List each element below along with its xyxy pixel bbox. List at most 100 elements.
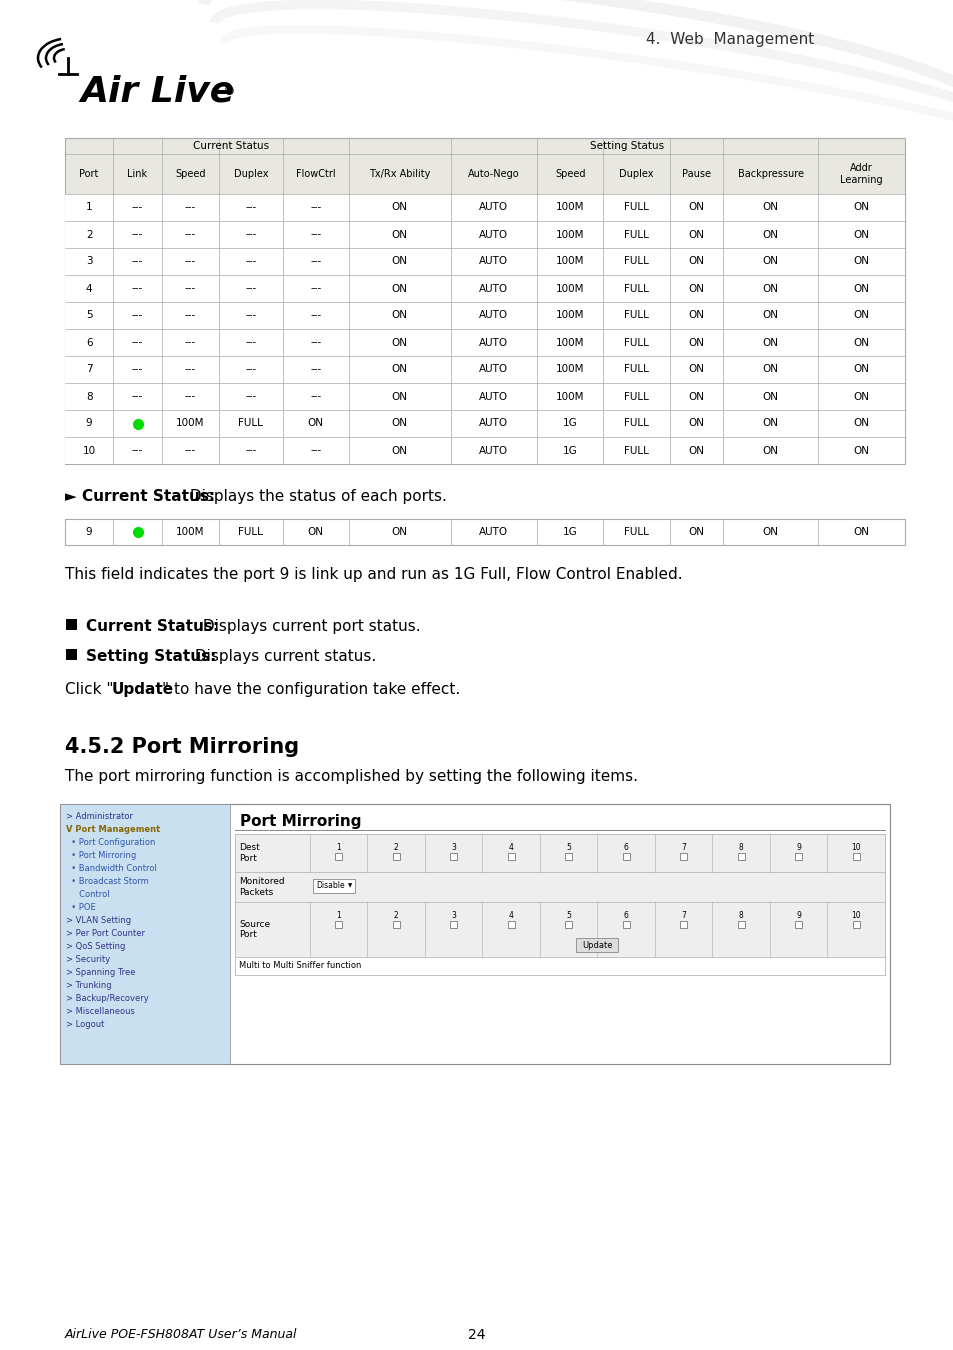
Text: Backpressure: Backpressure [737,169,802,180]
Text: FULL: FULL [623,338,648,347]
Text: 8: 8 [86,392,92,401]
Text: Click ": Click " [65,682,113,697]
Text: ON: ON [392,284,407,293]
Text: > Miscellaneous: > Miscellaneous [66,1007,134,1017]
Text: FULL: FULL [238,526,263,537]
Text: ---: --- [132,202,143,212]
Bar [65,329,904,356]
Text: ---: --- [310,256,321,266]
Text: FULL: FULL [623,526,648,537]
Text: ON: ON [853,310,869,320]
Text: Disable: Disable [315,882,344,891]
Text: ---: --- [245,230,256,239]
Text: Monitored
Packets: Monitored Packets [239,878,284,896]
Text: AUTO: AUTO [478,230,508,239]
Text: 2: 2 [394,842,398,852]
Text: AUTO: AUTO [478,310,508,320]
Text: Pause: Pause [681,169,710,180]
Text: Dest
Port: Dest Port [239,844,259,863]
Text: 8: 8 [739,911,742,919]
Text: FULL: FULL [623,446,648,455]
Bar [65,138,904,464]
Text: 100M: 100M [556,364,584,374]
Text: ---: --- [132,284,143,293]
Text: Link: Link [128,169,148,180]
Text: ---: --- [245,392,256,401]
Text: ---: --- [185,338,195,347]
Text: 100M: 100M [556,392,584,401]
Text: 10: 10 [83,446,95,455]
Text: > VLAN Setting: > VLAN Setting [66,917,131,925]
Bar [65,437,904,464]
Text: 1G: 1G [562,446,578,455]
Text: ---: --- [132,338,143,347]
Bar [234,834,884,975]
Text: 3: 3 [451,911,456,919]
Text: Tx/Rx Ability: Tx/Rx Ability [369,169,430,180]
Text: 1: 1 [336,842,341,852]
Text: AUTO: AUTO [478,418,508,428]
Text: ---: --- [310,392,321,401]
Text: ON: ON [392,256,407,266]
Text: 5: 5 [566,842,571,852]
Text: ON: ON [392,446,407,455]
Text: ON: ON [853,202,869,212]
Text: ---: --- [132,446,143,455]
Bar [852,852,859,860]
Text: ---: --- [310,338,321,347]
Text: 100M: 100M [556,338,584,347]
Text: ---: --- [185,392,195,401]
Bar [234,957,884,975]
Text: Setting Status:: Setting Status: [86,649,216,664]
Text: ---: --- [185,284,195,293]
Text: AUTO: AUTO [478,526,508,537]
Text: • Bandwidth Control: • Bandwidth Control [66,864,156,873]
Text: ON: ON [762,526,778,537]
Text: Displays current port status.: Displays current port status. [198,620,420,634]
Text: ▼: ▼ [348,883,352,888]
Text: AUTO: AUTO [478,256,508,266]
Text: • Port Configuration: • Port Configuration [66,838,155,846]
Text: ON: ON [853,230,869,239]
Bar [393,921,399,927]
Text: ON: ON [392,418,407,428]
Text: 1: 1 [86,202,92,212]
Text: ---: --- [245,284,256,293]
Bar [65,302,904,329]
Text: ---: --- [310,202,321,212]
Text: • Port Mirroring: • Port Mirroring [66,850,136,860]
Bar [60,805,889,1064]
Text: Duplex: Duplex [233,169,268,180]
Text: ON: ON [853,526,869,537]
Text: 100M: 100M [556,310,584,320]
Text: ON: ON [392,230,407,239]
Text: AUTO: AUTO [478,284,508,293]
Text: > QoS Setting: > QoS Setting [66,942,125,950]
Text: 1G: 1G [562,418,578,428]
Text: ON: ON [687,256,703,266]
Text: > Trunking: > Trunking [66,981,112,990]
Text: Current Status:: Current Status: [82,489,214,504]
Text: ---: --- [185,310,195,320]
Text: 9: 9 [796,911,801,919]
Bar [65,518,904,545]
Text: Auto-Nego: Auto-Nego [468,169,519,180]
Text: 100M: 100M [556,284,584,293]
Bar [60,805,230,1064]
Text: Control: Control [66,890,110,899]
Text: ---: --- [245,446,256,455]
Text: AUTO: AUTO [478,202,508,212]
Bar [450,852,456,860]
Text: • POE: • POE [66,903,95,913]
Text: ---: --- [310,364,321,374]
Text: ---: --- [132,364,143,374]
Text: V Port Management: V Port Management [66,825,160,834]
Text: ►: ► [65,489,76,504]
Text: 10: 10 [850,842,861,852]
Bar [65,383,904,410]
Text: Current Status:: Current Status: [86,620,219,634]
Text: 100M: 100M [176,526,204,537]
Text: ---: --- [245,310,256,320]
Text: ---: --- [310,310,321,320]
Text: 6: 6 [623,911,628,919]
